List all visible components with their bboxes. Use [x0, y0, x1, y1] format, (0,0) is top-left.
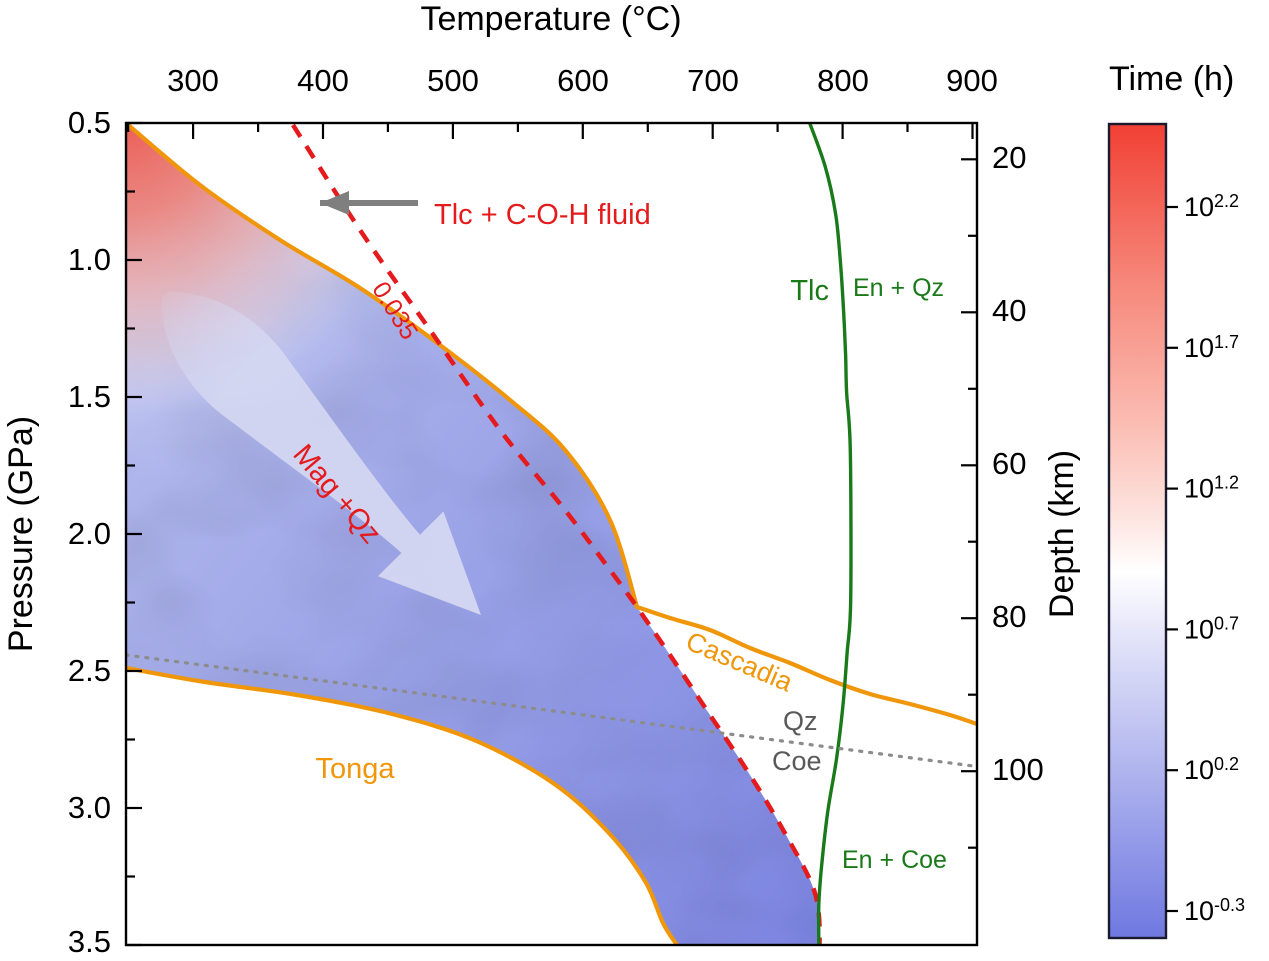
svg-text:1.0: 1.0	[68, 242, 111, 277]
svg-text:1.5: 1.5	[68, 379, 111, 414]
svg-text:En + Qz: En + Qz	[853, 274, 944, 302]
svg-text:900: 900	[946, 63, 998, 98]
svg-text:2.0: 2.0	[68, 516, 111, 551]
svg-text:800: 800	[817, 63, 869, 98]
svg-text:3.5: 3.5	[68, 924, 111, 959]
svg-text:3.0: 3.0	[68, 790, 111, 825]
svg-text:100: 100	[992, 752, 1044, 787]
svg-text:700: 700	[687, 63, 739, 98]
svg-text:400: 400	[297, 63, 349, 98]
svg-text:Qz: Qz	[783, 706, 818, 736]
svg-text:300: 300	[167, 63, 219, 98]
svg-text:Time (h): Time (h)	[1109, 60, 1234, 98]
svg-text:Tlc: Tlc	[790, 275, 829, 307]
svg-text:80: 80	[992, 599, 1026, 634]
svg-text:0.5: 0.5	[68, 105, 111, 140]
svg-text:En + Coe: En + Coe	[842, 846, 947, 874]
svg-text:Pressure (GPa): Pressure (GPa)	[2, 416, 40, 652]
svg-text:Tlc + C-O-H fluid: Tlc + C-O-H fluid	[434, 199, 651, 231]
svg-text:2.5: 2.5	[68, 653, 111, 688]
svg-text:20: 20	[992, 140, 1026, 175]
svg-text:Tonga: Tonga	[315, 753, 395, 785]
svg-text:40: 40	[992, 293, 1026, 328]
svg-text:500: 500	[427, 63, 479, 98]
svg-text:Depth (km): Depth (km)	[1043, 450, 1081, 618]
svg-text:600: 600	[557, 63, 609, 98]
svg-text:60: 60	[992, 446, 1026, 481]
svg-text:Coe: Coe	[772, 746, 822, 776]
svg-text:Temperature (°C): Temperature (°C)	[420, 0, 681, 38]
